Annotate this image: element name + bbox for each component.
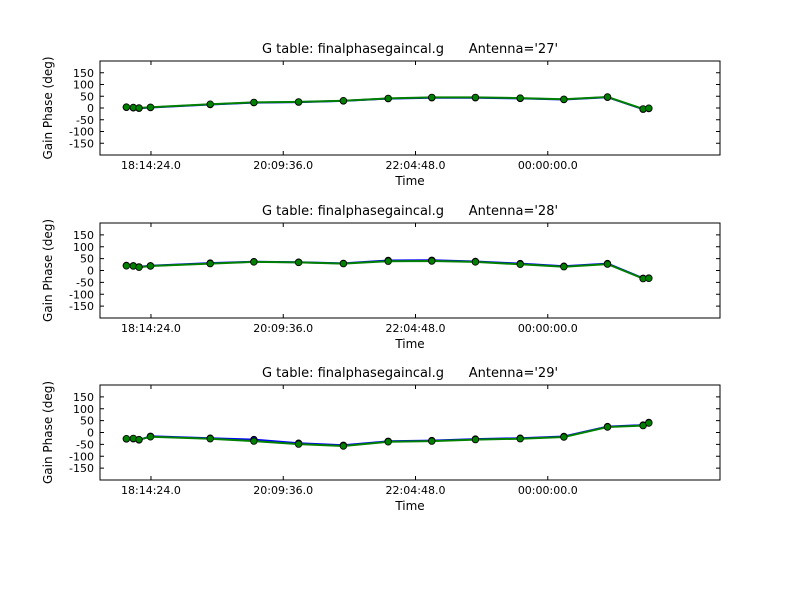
y-tick-label: -150 — [69, 137, 94, 150]
plot-frame — [99, 384, 721, 481]
series-2-point — [146, 262, 155, 270]
series-2-point — [428, 93, 436, 102]
y-tick-label: 0 — [87, 427, 94, 440]
series-2-point — [206, 435, 214, 443]
series-2-line — [126, 96, 649, 110]
chart-title: G table: finalphasegaincal.g Antenna='29… — [262, 366, 558, 381]
series-2-line — [126, 422, 650, 447]
y-tick-label: -150 — [69, 462, 94, 475]
series-2-point — [384, 94, 392, 103]
series-2-point — [645, 274, 653, 282]
series-2-point — [471, 435, 480, 444]
series-2-point — [471, 93, 480, 102]
series-2-point — [294, 258, 303, 267]
x-tick-label: 18:14:24.0 — [121, 159, 181, 172]
plot-frame — [99, 60, 721, 156]
series-2-point — [135, 435, 143, 444]
x-axis-label: Time — [394, 174, 424, 188]
series-2-point — [560, 263, 568, 271]
series-2-point — [603, 423, 612, 431]
y-tick-label: -50 — [76, 438, 94, 451]
y-tick-label: -50 — [76, 276, 94, 289]
series-2-point — [250, 98, 258, 107]
series-2-point — [516, 260, 524, 268]
series-2-point — [294, 98, 303, 106]
x-tick-label: 22:04:48.0 — [386, 159, 446, 172]
series-2-point — [122, 262, 131, 270]
x-tick-label: 20:09:36.0 — [253, 159, 313, 172]
series-2-point — [339, 442, 348, 450]
y-tick-label: -100 — [69, 450, 94, 463]
x-tick-label: 22:04:48.0 — [386, 484, 446, 497]
chart-title: G table: finalphasegaincal.g Antenna='27… — [262, 42, 558, 57]
y-tick-label: 50 — [80, 90, 94, 103]
series-2-point — [339, 96, 348, 105]
x-tick-label: 20:09:36.0 — [253, 322, 313, 335]
y-tick-label: -50 — [76, 114, 94, 127]
y-tick-label: 100 — [73, 403, 94, 416]
series-2-point — [428, 257, 436, 265]
series-2-point — [516, 94, 524, 102]
x-tick-label: 20:09:36.0 — [253, 484, 313, 497]
series-2-point — [294, 440, 303, 448]
y-tick-label: 50 — [80, 415, 94, 428]
y-tick-label: 0 — [87, 102, 94, 115]
x-tick-label: 22:04:48.0 — [386, 322, 446, 335]
y-tick-label: -100 — [69, 126, 94, 139]
y-tick-label: 150 — [73, 67, 94, 80]
x-tick-label: 00:00:00.0 — [518, 484, 578, 497]
series-2-point — [146, 103, 155, 111]
y-tick-label: 100 — [73, 241, 94, 254]
series-2-point — [122, 435, 131, 443]
series-2-point — [250, 437, 258, 445]
x-tick-label: 00:00:00.0 — [518, 159, 578, 172]
series-2-point — [560, 95, 568, 103]
series-2-point — [384, 438, 392, 446]
series-2-point — [206, 100, 214, 108]
series-2-point — [560, 433, 568, 441]
series-2-point — [471, 258, 480, 266]
x-tick-label: 18:14:24.0 — [121, 484, 181, 497]
x-tick-label: 00:00:00.0 — [518, 322, 578, 335]
x-axis-label: Time — [394, 499, 424, 513]
series-2-point — [135, 263, 143, 271]
x-axis-label: Time — [394, 337, 424, 351]
series-2-point — [135, 104, 143, 112]
y-axis-label: Gain Phase (deg) — [41, 56, 55, 159]
series-2-point — [603, 260, 612, 268]
y-axis-label: Gain Phase (deg) — [41, 381, 55, 484]
series-2-point — [122, 103, 131, 111]
series-2-point — [384, 257, 392, 265]
chart-title: G table: finalphasegaincal.g Antenna='28… — [262, 204, 558, 219]
series-2-line — [126, 260, 649, 280]
series-2-point — [428, 437, 436, 445]
y-tick-label: 150 — [73, 391, 94, 404]
series-2-point — [516, 435, 524, 443]
series-2-point — [645, 419, 653, 427]
y-tick-label: 150 — [73, 229, 94, 242]
y-axis-label: Gain Phase (deg) — [41, 219, 55, 322]
series-2-point — [603, 93, 612, 101]
series-2-point — [146, 433, 155, 441]
series-2-point — [645, 104, 653, 112]
y-tick-label: -100 — [69, 288, 94, 301]
series-2-point — [206, 259, 214, 268]
y-tick-label: 100 — [73, 79, 94, 92]
y-tick-label: 0 — [87, 265, 94, 278]
series-2-point — [339, 259, 348, 268]
series-2-point — [250, 258, 258, 266]
x-tick-label: 18:14:24.0 — [121, 322, 181, 335]
y-tick-label: -150 — [69, 300, 94, 313]
y-tick-label: 50 — [80, 253, 94, 266]
plot-frame — [99, 222, 721, 319]
